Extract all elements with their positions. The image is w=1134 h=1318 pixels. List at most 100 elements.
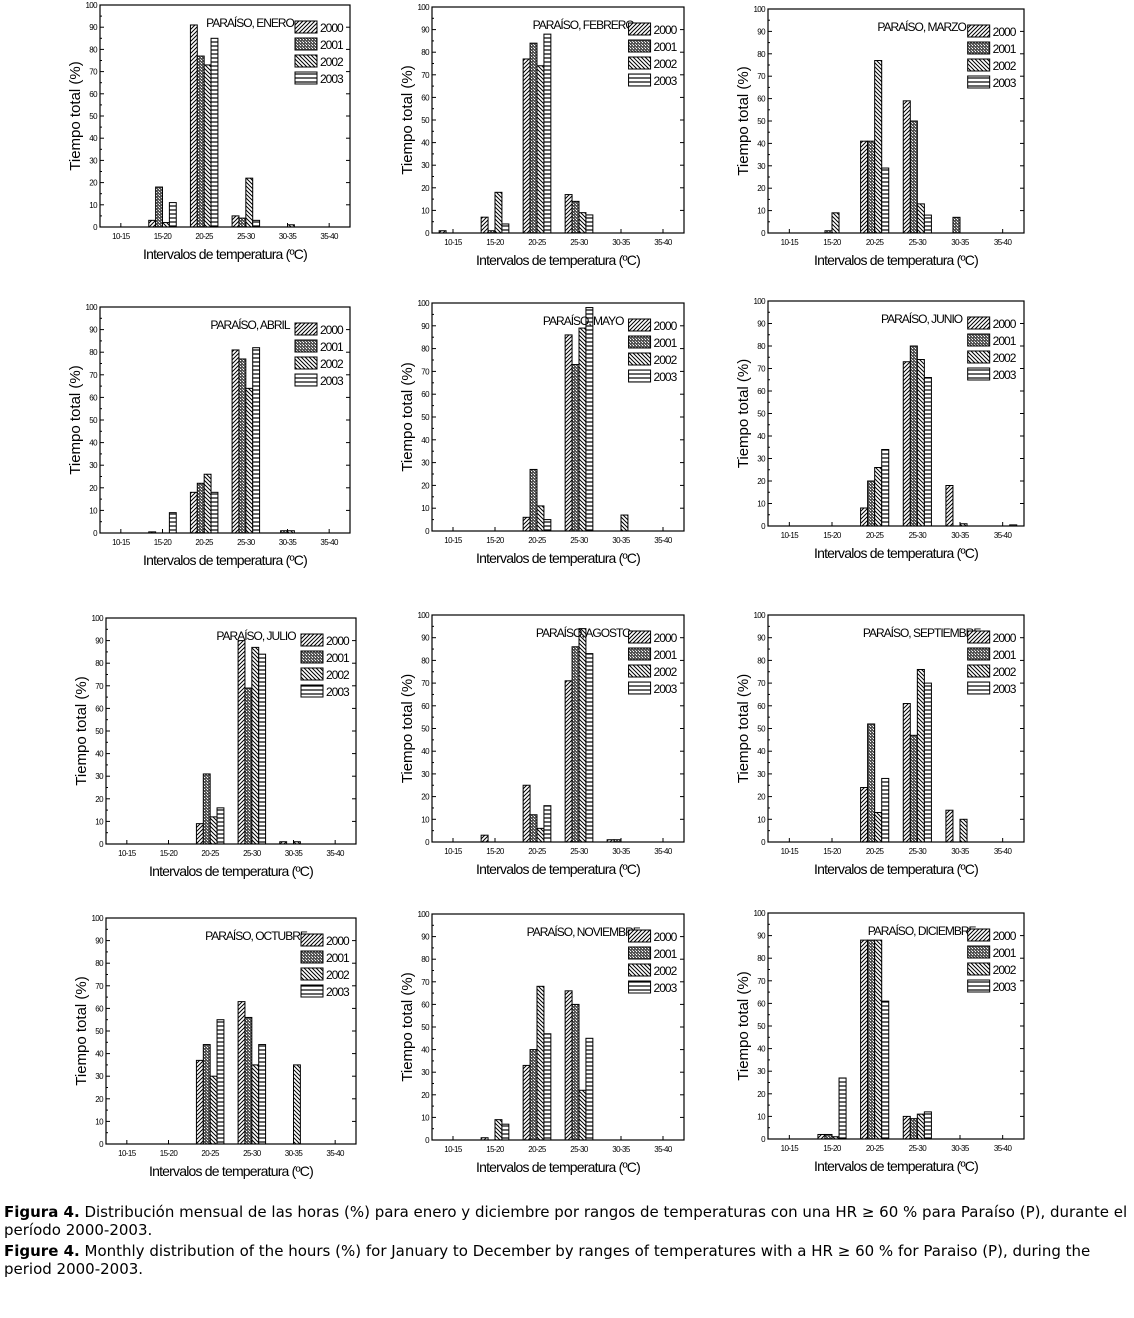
bar-2002-15-20 [494,191,503,234]
x-tick-label: 10-15 [781,238,800,247]
bar-2001-20-25 [867,939,876,1140]
bar-2000-20-25 [860,140,869,234]
legend-swatch-2001 [300,950,324,964]
y-tick-label: 20 [757,1090,766,1099]
chart-title: PARAÍSO, ENERO [206,15,294,30]
bar-2003-20-25 [543,519,552,532]
bar-2002-30-35 [293,1064,301,1145]
y-tick-label: 0 [93,223,98,232]
x-tick-label: 10-15 [112,232,131,241]
caption-spanish: Figura 4. Distribución mensual de las ho… [4,1203,1130,1239]
legend-label-2003: 2003 [993,980,1017,994]
bar-2000-25-30 [237,640,246,845]
x-tick-label: 10-15 [444,1145,463,1154]
bar-2000-25-30 [564,990,573,1141]
x-tick-label: 35-40 [654,1145,673,1154]
y-tick-label: 20 [421,1091,430,1100]
legend-label-2001: 2001 [993,946,1017,960]
bar-2000-25-30 [564,680,573,843]
legend-label-2000: 2000 [654,930,678,944]
y-tick-label: 30 [89,156,98,165]
chart-title: PARAÍSO, ABRIL [210,317,290,332]
y-tick-label: 70 [421,71,430,80]
y-tick-label: 10 [421,504,430,513]
legend-swatch-2001 [300,650,324,664]
x-tick-label: 15-20 [486,847,505,856]
y-axis-label: Tiempo total (%) [73,676,90,785]
x-axis-label: Intervalos de temperatura (ºC) [476,1159,640,1175]
x-tick-label: 25-30 [909,238,928,247]
bar-2001-25-30 [571,646,580,843]
y-tick-label: 100 [753,909,766,918]
bar-2000-20-25 [189,491,198,534]
bar-2002-25-30 [251,646,260,845]
y-tick-label: 60 [757,702,766,711]
chart-title: PARAÍSO, DICIEMBRE [868,923,977,938]
y-tick-label: 100 [91,614,104,623]
legend-swatch-2003 [300,984,324,998]
bar-2001-15-20 [155,186,163,228]
legend-swatch-2002 [967,962,991,976]
legend-label-2003: 2003 [654,74,678,88]
y-tick-label: 40 [757,1045,766,1054]
legend-swatch-2001 [967,945,991,959]
bar-2002-25-30 [916,359,925,527]
x-tick-label: 30-35 [951,531,970,540]
y-tick-label: 90 [757,27,766,36]
y-tick-label: 0 [425,838,430,847]
y-tick-label: 80 [757,50,766,59]
chart-title: PARAÍSO, OCTUBRE [205,928,308,943]
legend-swatch-2003 [967,979,991,993]
legend-label-2001: 2001 [654,648,678,662]
bar-2001-20-25 [529,814,538,843]
x-tick-label: 10-15 [444,536,463,545]
legend-swatch-2000 [628,318,652,332]
bar-2002-25-30 [245,387,254,534]
y-tick-label: 90 [95,637,104,646]
y-tick-label: 80 [89,45,98,54]
y-tick-label: 40 [757,747,766,756]
bar-2000-25-30 [902,100,911,234]
bar-2002-20-25 [536,827,545,843]
x-axis-label: Intervalos de temperatura (ºC) [814,252,978,268]
x-axis-label: Intervalos de temperatura (ºC) [143,246,307,262]
bar-2000-15-20 [817,1133,826,1140]
x-tick-label: 35-40 [326,849,345,858]
x-axis-label: Intervalos de temperatura (ºC) [814,1158,978,1174]
chart-panel-7: 0 10 20 30 40 50 60 70 80 90 100 10-15 15-20 20-25 25-… [399,611,685,877]
y-tick-label: 20 [421,793,430,802]
caption-english: Figure 4. Monthly distribution of the ho… [4,1242,1130,1278]
y-tick-label: 20 [89,484,98,493]
legend-swatch-2002 [967,664,991,678]
x-tick-label: 30-35 [285,849,304,858]
x-tick-label: 20-25 [528,1145,547,1154]
x-tick-label: 25-30 [243,1149,262,1158]
legend-swatch-2000 [300,633,324,647]
y-tick-label: 40 [89,439,98,448]
y-axis-label: Tiempo total (%) [399,972,416,1081]
bar-2000-30-35 [945,485,954,527]
legend-label-2001: 2001 [326,951,350,965]
y-axis-label: Tiempo total (%) [735,971,752,1080]
y-tick-label: 100 [753,611,766,620]
bar-2001-25-30 [571,1003,580,1141]
legend-label-2002: 2002 [326,668,350,682]
legend-swatch-2003 [294,71,318,85]
y-axis-label: Tiempo total (%) [73,976,90,1085]
legend-swatch-2002 [300,967,324,981]
y-tick-label: 30 [757,1067,766,1076]
x-axis-label: Intervalos de temperatura (ºC) [476,861,640,877]
bar-2003-25-30 [923,1111,932,1140]
bar-2000-20-25 [189,24,198,228]
y-tick-label: 70 [757,977,766,986]
x-tick-label: 15-20 [823,238,842,247]
bar-2003-20-25 [543,33,552,234]
y-tick-label: 100 [753,297,766,306]
legend-label-2000: 2000 [654,319,678,333]
legend-label-2003: 2003 [320,374,344,388]
legend-label-2000: 2000 [326,634,350,648]
y-tick-label: 40 [421,747,430,756]
y-tick-label: 100 [85,303,98,312]
legend-swatch-2000 [628,929,652,943]
